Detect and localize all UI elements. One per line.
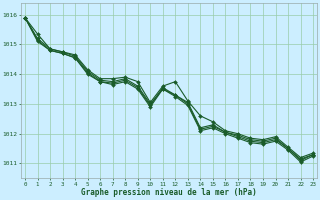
X-axis label: Graphe pression niveau de la mer (hPa): Graphe pression niveau de la mer (hPa) xyxy=(81,188,257,197)
